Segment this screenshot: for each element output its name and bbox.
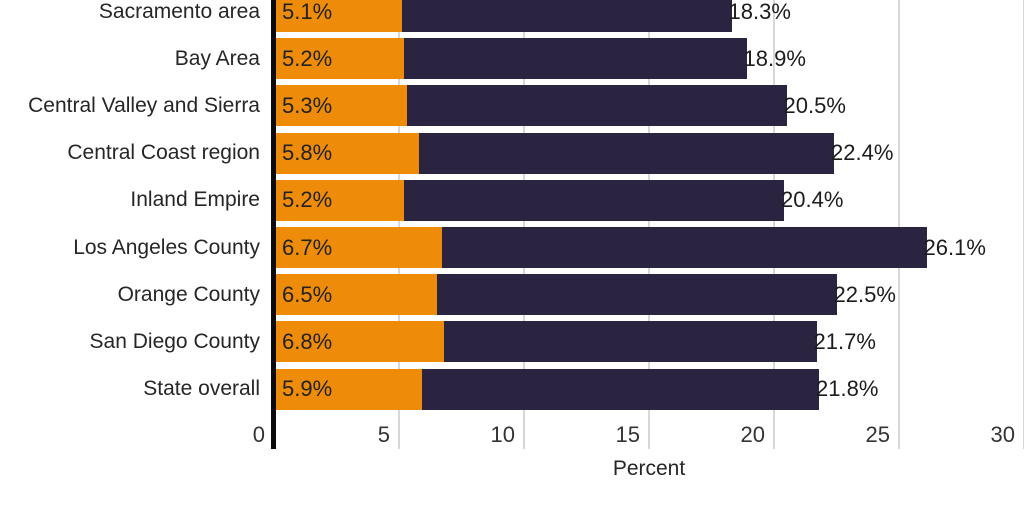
category-label: Central Valley and Sierra [28, 93, 260, 117]
primary-value-label: 5.3% [282, 92, 333, 118]
bar-segment-primary: 5.3% [274, 85, 407, 127]
gridline [773, 0, 775, 449]
bar-row: 5.2% [274, 179, 784, 221]
gridline [898, 0, 900, 449]
bar-row: 5.9% [274, 368, 819, 410]
secondary-value-label: 26.1% [923, 234, 986, 260]
bar-segment-secondary [404, 38, 747, 80]
category-label: Inland Empire [130, 188, 260, 212]
primary-value-label: 5.8% [282, 140, 333, 166]
x-tick-label: 20 [740, 422, 765, 447]
x-tick-label: 30 [990, 422, 1015, 447]
bar-segment-secondary [406, 85, 787, 127]
bar-row: 6.8% [274, 321, 817, 363]
secondary-value-label: 22.4% [831, 140, 894, 166]
bar-segment-primary: 5.9% [274, 368, 422, 410]
gridline [523, 0, 525, 449]
bar-row: 5.2% [274, 38, 747, 80]
bar-segment-secondary [441, 227, 927, 268]
bar-segment-primary: 6.7% [274, 227, 442, 268]
secondary-value-label: 20.5% [783, 92, 846, 118]
secondary-value-label: 20.4% [781, 187, 844, 213]
bar-row: 5.8% [274, 132, 834, 174]
primary-value-label: 5.9% [282, 376, 333, 402]
category-label: San Diego County [89, 329, 260, 353]
bar-segment-secondary [444, 321, 817, 363]
bar-row: 6.5% [274, 274, 837, 316]
y-axis-line [271, 0, 276, 449]
primary-value-label: 5.2% [282, 187, 333, 213]
bar-row: 5.3% [274, 85, 787, 127]
x-axis-label: Percent [612, 457, 686, 480]
bar-row: 5.1% [274, 0, 732, 32]
x-tick-label: 10 [490, 422, 515, 447]
secondary-value-label: 18.9% [743, 45, 806, 71]
primary-value-label: 5.2% [282, 45, 333, 71]
x-tick-label: 15 [615, 422, 640, 447]
secondary-value-label: 21.7% [813, 328, 876, 354]
secondary-value-label: 22.5% [833, 281, 896, 307]
primary-value-label: 6.7% [282, 234, 333, 260]
category-label: Orange County [117, 282, 260, 306]
bar-segment-secondary [421, 368, 819, 410]
bar-segment-secondary [436, 274, 837, 316]
bar-segment-primary: 5.2% [274, 38, 404, 80]
primary-value-label: 6.8% [282, 328, 333, 354]
x-tick-label: 25 [865, 422, 890, 447]
bar-segment-primary: 6.5% [274, 274, 437, 316]
x-tick-label: 5 [377, 422, 390, 447]
category-label: Central Coast region [67, 141, 260, 165]
bar-segment-primary: 5.8% [274, 132, 419, 174]
secondary-value-label: 18.3% [728, 0, 791, 24]
gridline [648, 0, 650, 449]
bar-row: 6.7% [274, 227, 927, 268]
x-tick-label: 0 [252, 422, 265, 447]
category-label: Bay Area [174, 46, 260, 70]
bar-segment-primary: 5.2% [274, 179, 404, 221]
secondary-value-label: 21.8% [816, 376, 879, 402]
category-label: Sacramento area [98, 0, 260, 23]
bar-segment-primary: 6.8% [274, 321, 444, 363]
bar-segment-secondary [401, 0, 732, 32]
category-label: Los Angeles County [73, 235, 260, 259]
primary-value-label: 5.1% [282, 0, 333, 24]
primary-value-label: 6.5% [282, 281, 333, 307]
bar-segment-secondary [404, 179, 784, 221]
bar-segment-primary: 5.1% [274, 0, 402, 32]
bar-segment-secondary [419, 132, 834, 174]
category-label: State overall [143, 377, 260, 401]
gridline [398, 0, 400, 449]
